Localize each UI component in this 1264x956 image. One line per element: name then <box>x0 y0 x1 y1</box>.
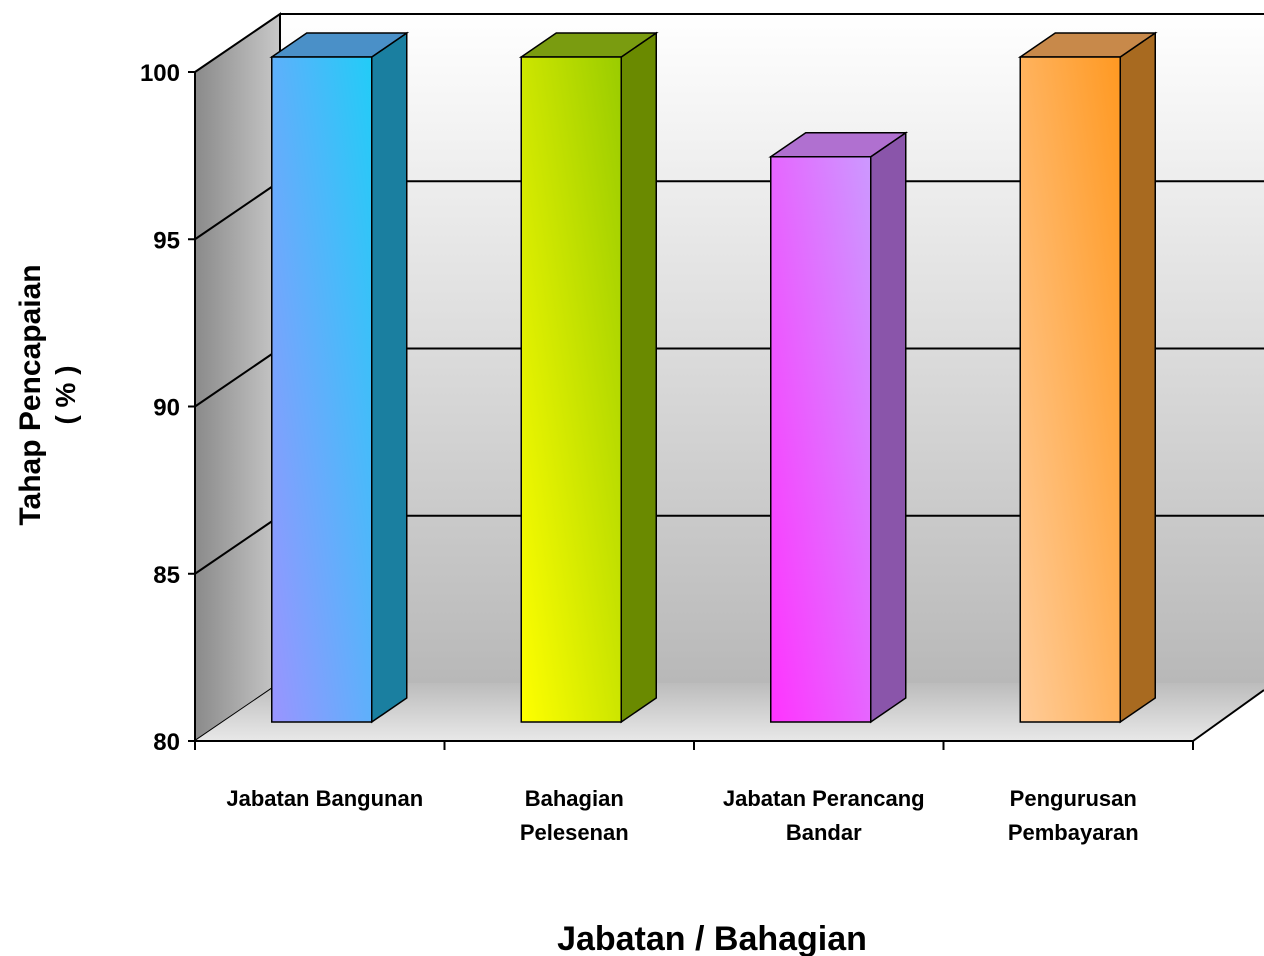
y-tick-label: 90 <box>153 395 180 422</box>
bar-side <box>371 31 408 724</box>
x-category-label: Jabatan Bangunan <box>226 786 423 811</box>
bar-side <box>870 131 907 724</box>
y-tick-label: 95 <box>153 227 180 254</box>
x-category-label: Bahagian Pelesenan <box>520 786 629 845</box>
side-grid-line <box>194 180 281 241</box>
y-axis-unit: ( % ) <box>50 365 81 424</box>
floor-right-edge <box>1192 689 1264 742</box>
x-category-label: Jabatan Perancang Bandar <box>723 786 925 845</box>
bar-front <box>520 56 622 723</box>
y-tick-label: 80 <box>153 729 180 756</box>
bar <box>518 31 659 724</box>
bar <box>1017 31 1158 724</box>
bar-front <box>1019 56 1121 723</box>
side-grid-line <box>194 514 281 575</box>
y-axis-title: Tahap Pencapaian <box>14 264 47 525</box>
bar-front <box>770 156 872 723</box>
bar <box>768 131 909 724</box>
y-tick-label: 100 <box>140 60 180 87</box>
bar-side <box>1119 31 1156 724</box>
bar-side <box>620 31 657 724</box>
x-axis-title: Jabatan / Bahagian <box>557 920 867 956</box>
side-grid-line <box>194 347 281 408</box>
y-tick-label: 85 <box>153 562 180 589</box>
bar <box>269 31 410 724</box>
chart-floor <box>195 683 1264 741</box>
x-category-label: Pengurusan Pembayaran <box>1008 786 1139 845</box>
bar-front <box>271 56 373 723</box>
